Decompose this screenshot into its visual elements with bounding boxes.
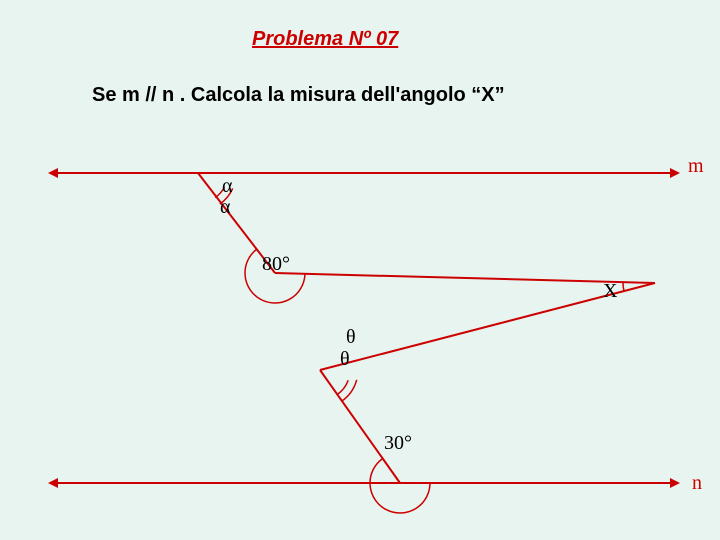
label-n: n <box>692 472 702 495</box>
label-alpha2: α <box>220 196 230 219</box>
label-30: 30° <box>384 432 412 455</box>
label-theta2: θ <box>340 348 350 371</box>
label-m: m <box>688 155 704 178</box>
geometry-diagram <box>0 0 720 540</box>
label-x: X <box>603 280 617 303</box>
label-alpha1: α <box>222 175 232 198</box>
label-80: 80° <box>262 253 290 276</box>
label-theta1: θ <box>346 326 356 349</box>
